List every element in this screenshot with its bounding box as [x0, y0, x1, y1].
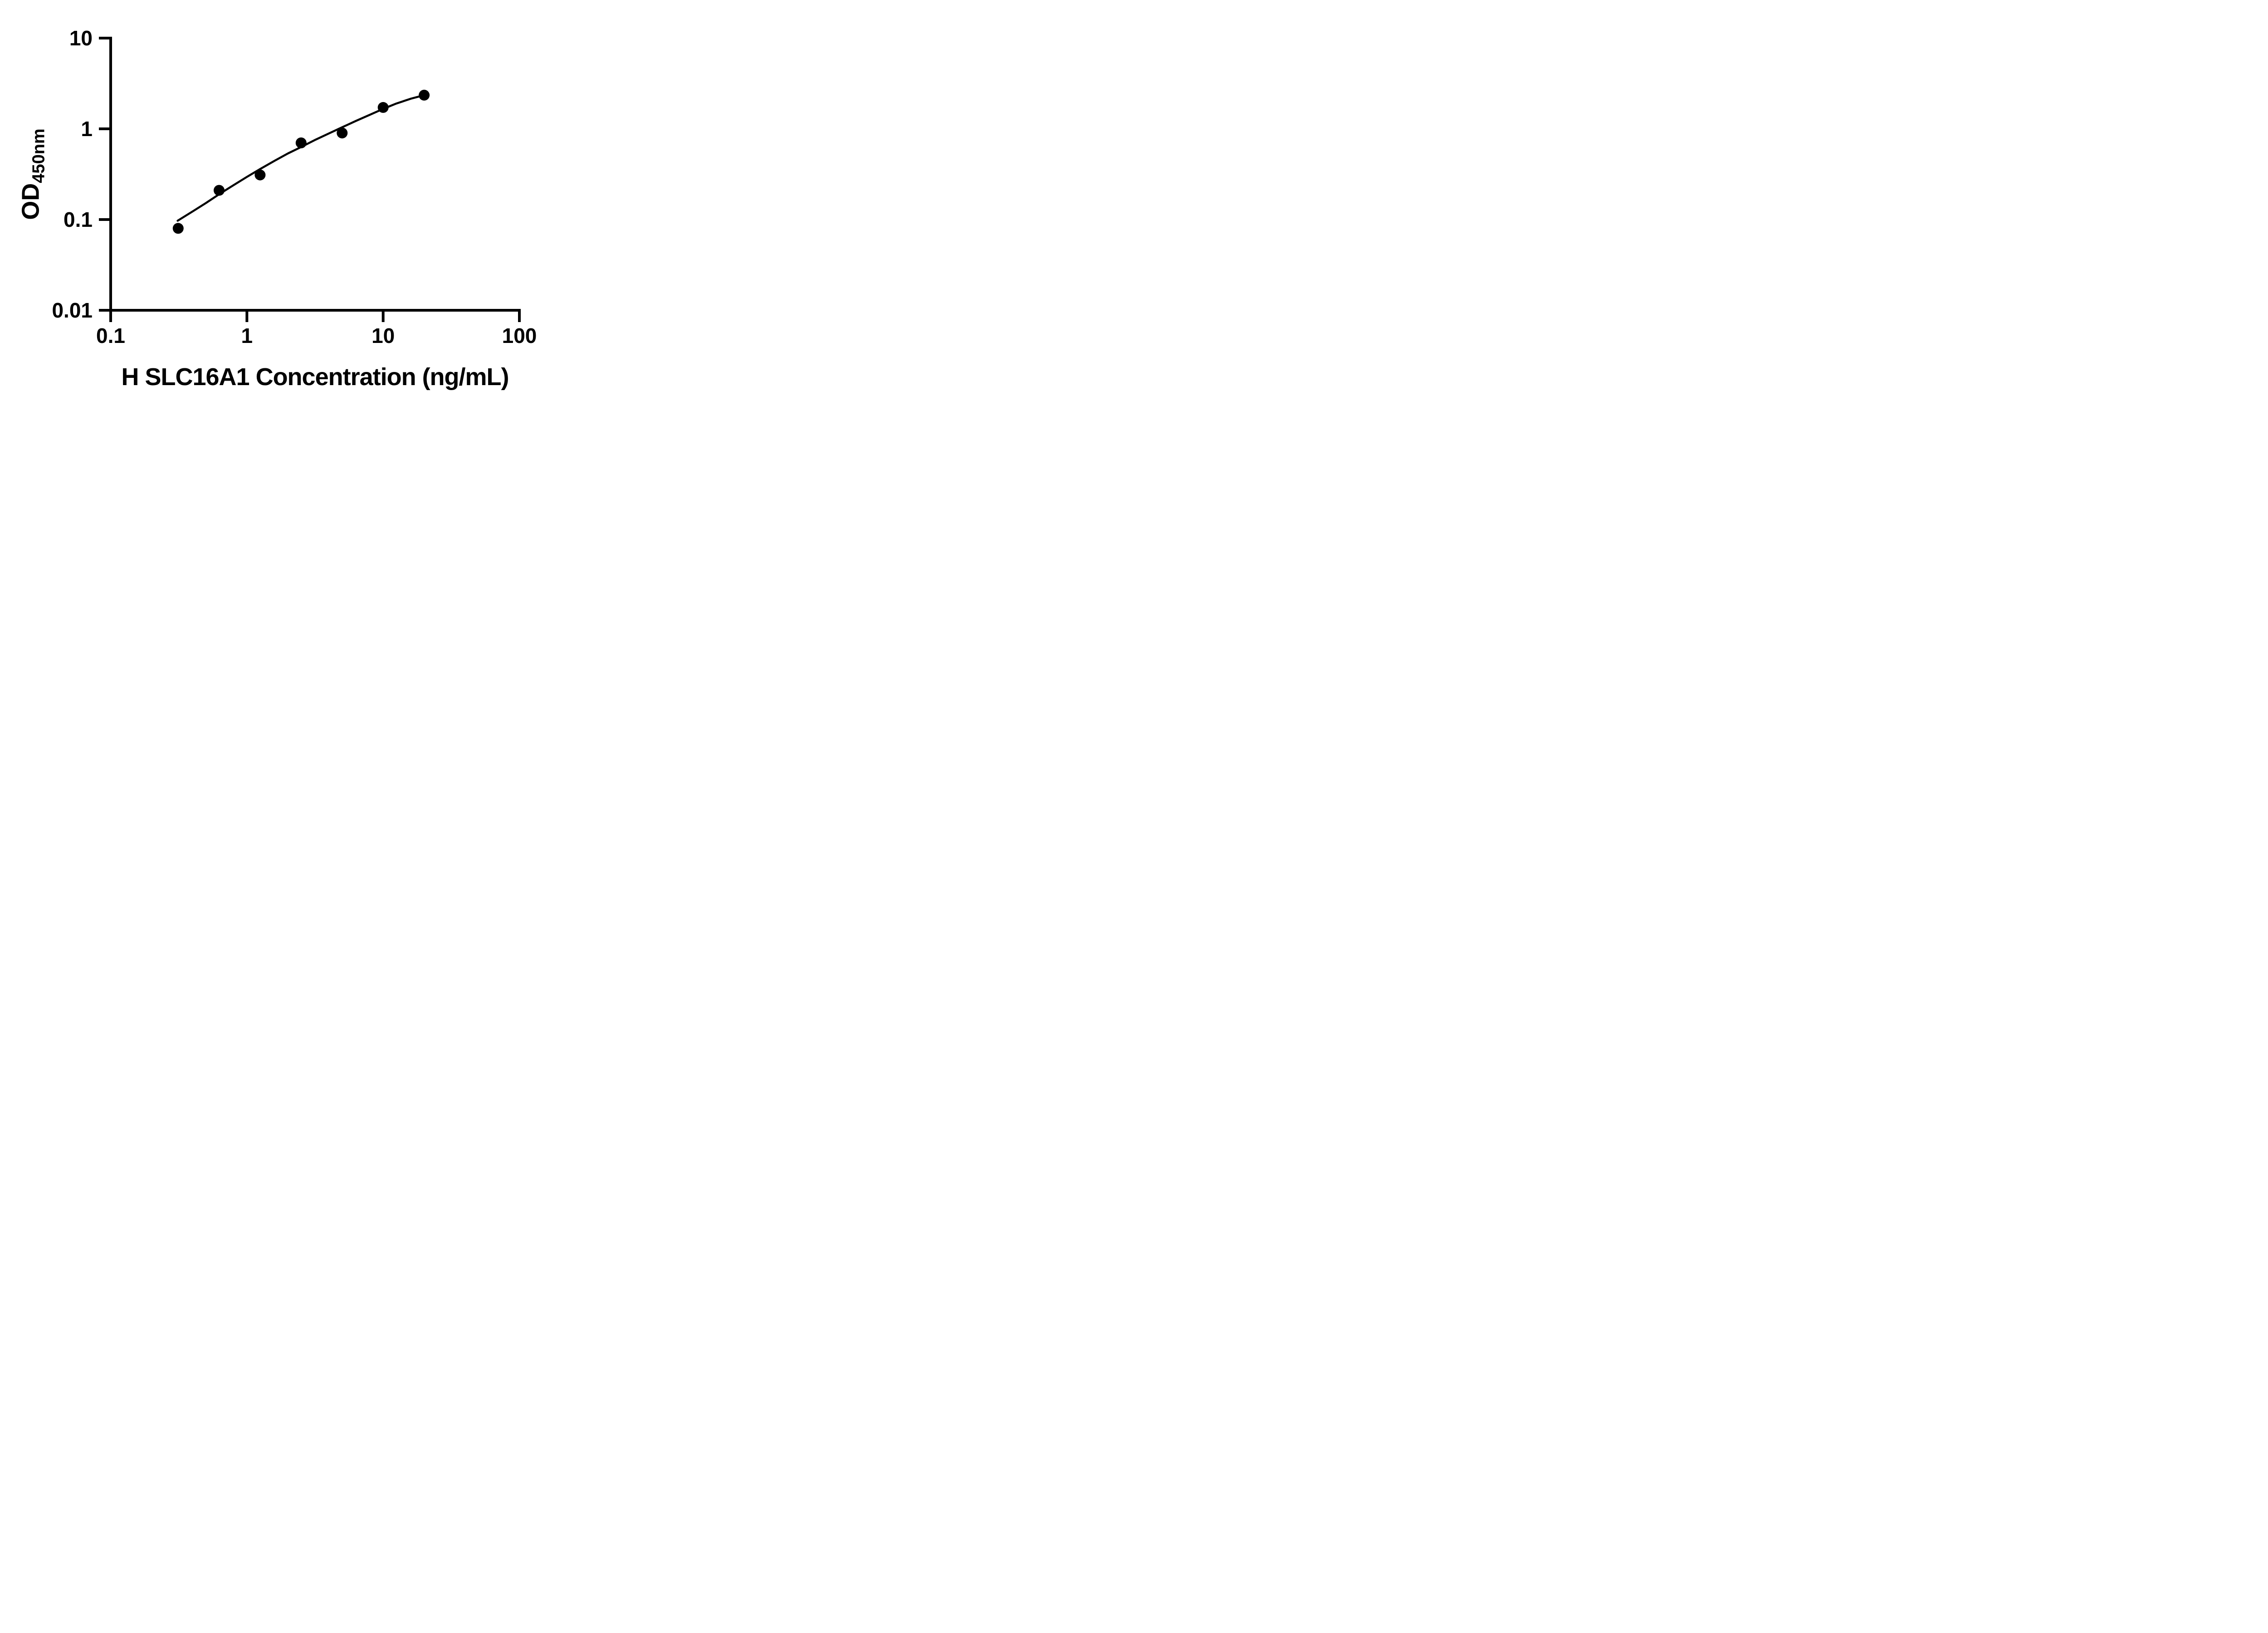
x-axis-title-text: H SLC16A1 Concentration (ng/mL): [121, 363, 509, 391]
data-point: [214, 185, 225, 196]
y-axis-title-main: OD: [17, 183, 44, 220]
data-point: [419, 89, 430, 101]
elisa-standard-curve-figure: 0.1 1 10 100 10 1 0.1 0.01 H SLC16A1 Concentrat…: [0, 0, 582, 408]
x-tick-label: 100: [502, 324, 537, 347]
y-tick-label: 0.1: [64, 208, 93, 231]
x-tick-label: 0.1: [96, 324, 125, 347]
data-point: [254, 169, 266, 181]
x-axis-title: H SLC16A1 Concentration (ng/mL): [111, 363, 519, 391]
data-point: [172, 223, 184, 234]
y-axis-title: OD450nm: [17, 128, 49, 220]
fit-curve: [176, 94, 425, 222]
data-point: [377, 102, 389, 113]
y-tick-label: 10: [69, 26, 93, 50]
y-axis-title-subscript: 450nm: [29, 128, 49, 183]
y-tick-label: 1: [81, 117, 93, 141]
data-point: [295, 137, 307, 148]
x-tick-label: 1: [241, 324, 253, 347]
data-point: [337, 127, 348, 139]
x-tick-label: 10: [371, 324, 395, 347]
y-tick-label: 0.01: [52, 298, 93, 322]
